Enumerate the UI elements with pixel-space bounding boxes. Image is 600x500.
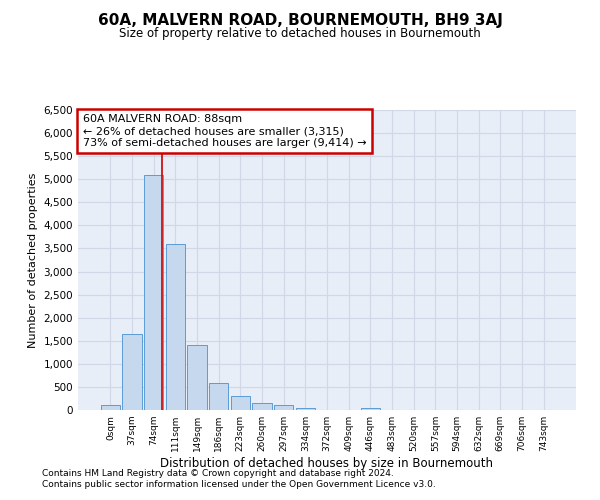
Bar xyxy=(230,396,250,410)
Text: Distribution of detached houses by size in Bournemouth: Distribution of detached houses by size … xyxy=(161,458,493,470)
Text: Contains HM Land Registry data © Crown copyright and database right 2024.: Contains HM Land Registry data © Crown c… xyxy=(42,468,394,477)
Bar xyxy=(166,244,185,410)
Bar xyxy=(361,408,380,410)
Bar xyxy=(101,406,120,410)
Bar xyxy=(252,403,272,410)
Bar xyxy=(209,383,229,410)
Text: Size of property relative to detached houses in Bournemouth: Size of property relative to detached ho… xyxy=(119,28,481,40)
Bar xyxy=(122,334,142,410)
Bar xyxy=(187,346,207,410)
Bar xyxy=(274,406,293,410)
Bar xyxy=(144,174,163,410)
Bar xyxy=(296,408,315,410)
Y-axis label: Number of detached properties: Number of detached properties xyxy=(28,172,38,348)
Text: Contains public sector information licensed under the Open Government Licence v3: Contains public sector information licen… xyxy=(42,480,436,489)
Text: 60A, MALVERN ROAD, BOURNEMOUTH, BH9 3AJ: 60A, MALVERN ROAD, BOURNEMOUTH, BH9 3AJ xyxy=(98,12,502,28)
Text: 60A MALVERN ROAD: 88sqm
← 26% of detached houses are smaller (3,315)
73% of semi: 60A MALVERN ROAD: 88sqm ← 26% of detache… xyxy=(83,114,367,148)
